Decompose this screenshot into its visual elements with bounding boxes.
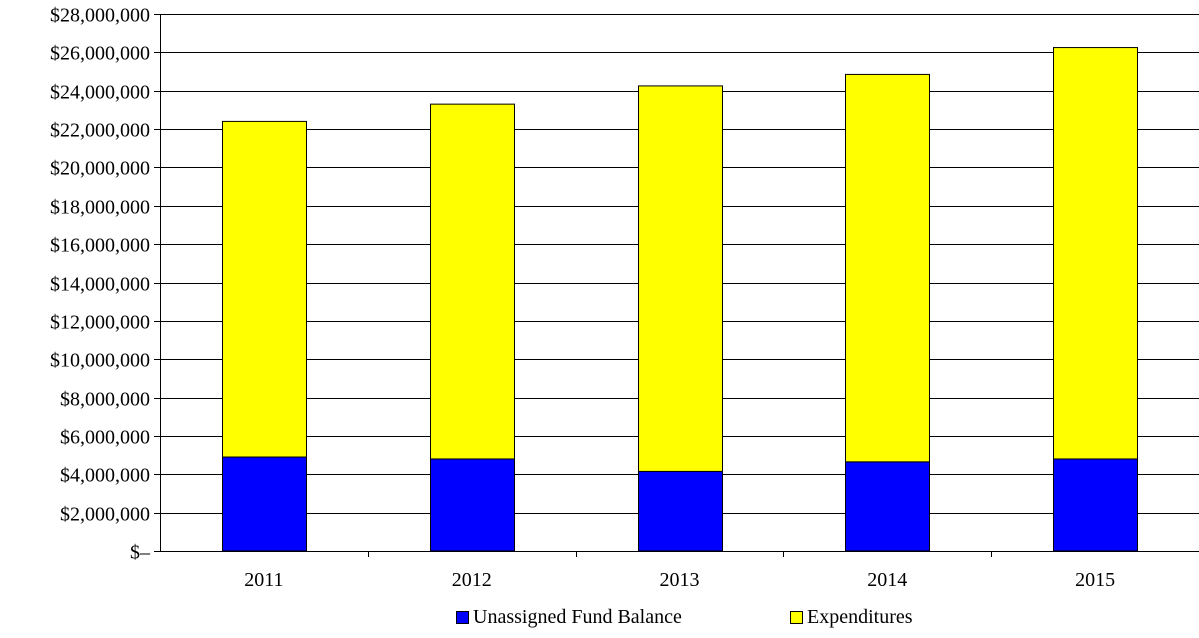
- bar-segment-unassigned-fund-balance: [845, 461, 930, 552]
- bar-segment-expenditures: [845, 73, 930, 463]
- y-axis-tick-labels: $– $2,000,000 $4,000,000 $6,000,000 $8,000,0…: [50, 5, 151, 564]
- y-tick-label: $18,000,000: [50, 197, 150, 219]
- bar-segment-unassigned-fund-balance: [222, 456, 307, 552]
- y-tick-label: $26,000,000: [50, 43, 150, 65]
- y-tick-label: $4,000,000: [60, 465, 150, 487]
- x-axis-tick-labels: 2011 2012 2013 2014 2015: [244, 569, 1115, 591]
- legend: Unassigned Fund Balance Expenditures: [456, 606, 913, 628]
- x-tick-label: 2015: [1075, 569, 1115, 591]
- bar-segment-expenditures: [430, 103, 515, 460]
- bar-segment-expenditures: [638, 85, 723, 472]
- y-tick-label: $6,000,000: [60, 427, 150, 449]
- y-tick-label: $16,000,000: [50, 235, 150, 257]
- bar-segment-expenditures: [222, 120, 307, 458]
- bar-segment-unassigned-fund-balance: [430, 458, 515, 552]
- bar-segment-unassigned-fund-balance: [638, 470, 723, 552]
- legend-label: Unassigned Fund Balance: [473, 606, 682, 628]
- y-tick-label: $10,000,000: [50, 350, 150, 372]
- y-tick-label: $20,000,000: [50, 158, 150, 180]
- bar-segment-unassigned-fund-balance: [1053, 458, 1138, 552]
- bars: [222, 47, 1138, 552]
- y-tick-label: $24,000,000: [50, 82, 150, 104]
- bar-segment-expenditures: [1053, 47, 1138, 460]
- y-tick-label: $2,000,000: [60, 504, 150, 526]
- y-tick-label: $8,000,000: [60, 389, 150, 411]
- legend-swatch: [456, 611, 469, 624]
- axes: [154, 14, 1199, 557]
- x-tick-label: 2013: [660, 569, 700, 591]
- x-tick-label: 2012: [452, 569, 492, 591]
- x-tick-label: 2011: [244, 569, 283, 591]
- y-tick-label: $–: [130, 542, 151, 564]
- y-tick-label: $12,000,000: [50, 312, 150, 334]
- legend-label: Expenditures: [807, 606, 913, 628]
- legend-swatch: [790, 611, 803, 624]
- y-tick-label: $28,000,000: [50, 5, 150, 27]
- x-tick-label: 2014: [867, 569, 907, 591]
- y-tick-label: $14,000,000: [50, 274, 150, 296]
- y-tick-label: $22,000,000: [50, 120, 150, 142]
